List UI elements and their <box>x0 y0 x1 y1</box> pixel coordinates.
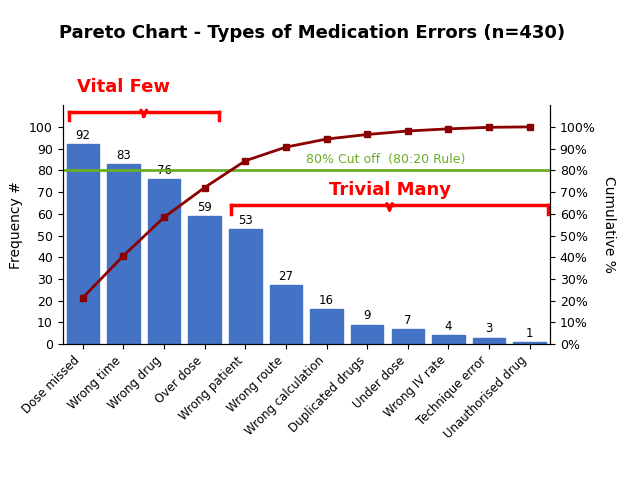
Bar <box>391 329 424 344</box>
Text: 59: 59 <box>198 201 212 214</box>
Bar <box>148 179 181 344</box>
Bar <box>67 144 99 344</box>
Bar <box>229 229 262 344</box>
Bar <box>310 309 342 344</box>
Text: Trivial Many: Trivial Many <box>329 181 451 198</box>
Bar <box>473 337 505 344</box>
Text: 92: 92 <box>76 129 91 142</box>
Text: 27: 27 <box>279 271 294 283</box>
Bar <box>351 325 384 344</box>
Bar <box>432 336 465 344</box>
Text: 4: 4 <box>445 320 452 333</box>
Text: 80% Cut off  (80:20 Rule): 80% Cut off (80:20 Rule) <box>306 153 466 166</box>
Text: Pareto Chart - Types of Medication Errors (n=430): Pareto Chart - Types of Medication Error… <box>59 24 566 43</box>
Text: Vital Few: Vital Few <box>77 78 170 97</box>
Text: 9: 9 <box>364 309 371 323</box>
Text: 3: 3 <box>486 323 492 336</box>
Bar <box>514 342 546 344</box>
Text: 76: 76 <box>156 164 171 177</box>
Text: 1: 1 <box>526 327 534 340</box>
Text: 53: 53 <box>238 214 252 227</box>
Y-axis label: Cumulative %: Cumulative % <box>602 176 616 273</box>
Bar <box>107 164 140 344</box>
Y-axis label: Frequency #: Frequency # <box>9 181 23 269</box>
Bar <box>270 285 302 344</box>
Text: 83: 83 <box>116 149 131 162</box>
Text: 16: 16 <box>319 294 334 307</box>
Bar <box>189 216 221 344</box>
Text: 7: 7 <box>404 314 412 327</box>
